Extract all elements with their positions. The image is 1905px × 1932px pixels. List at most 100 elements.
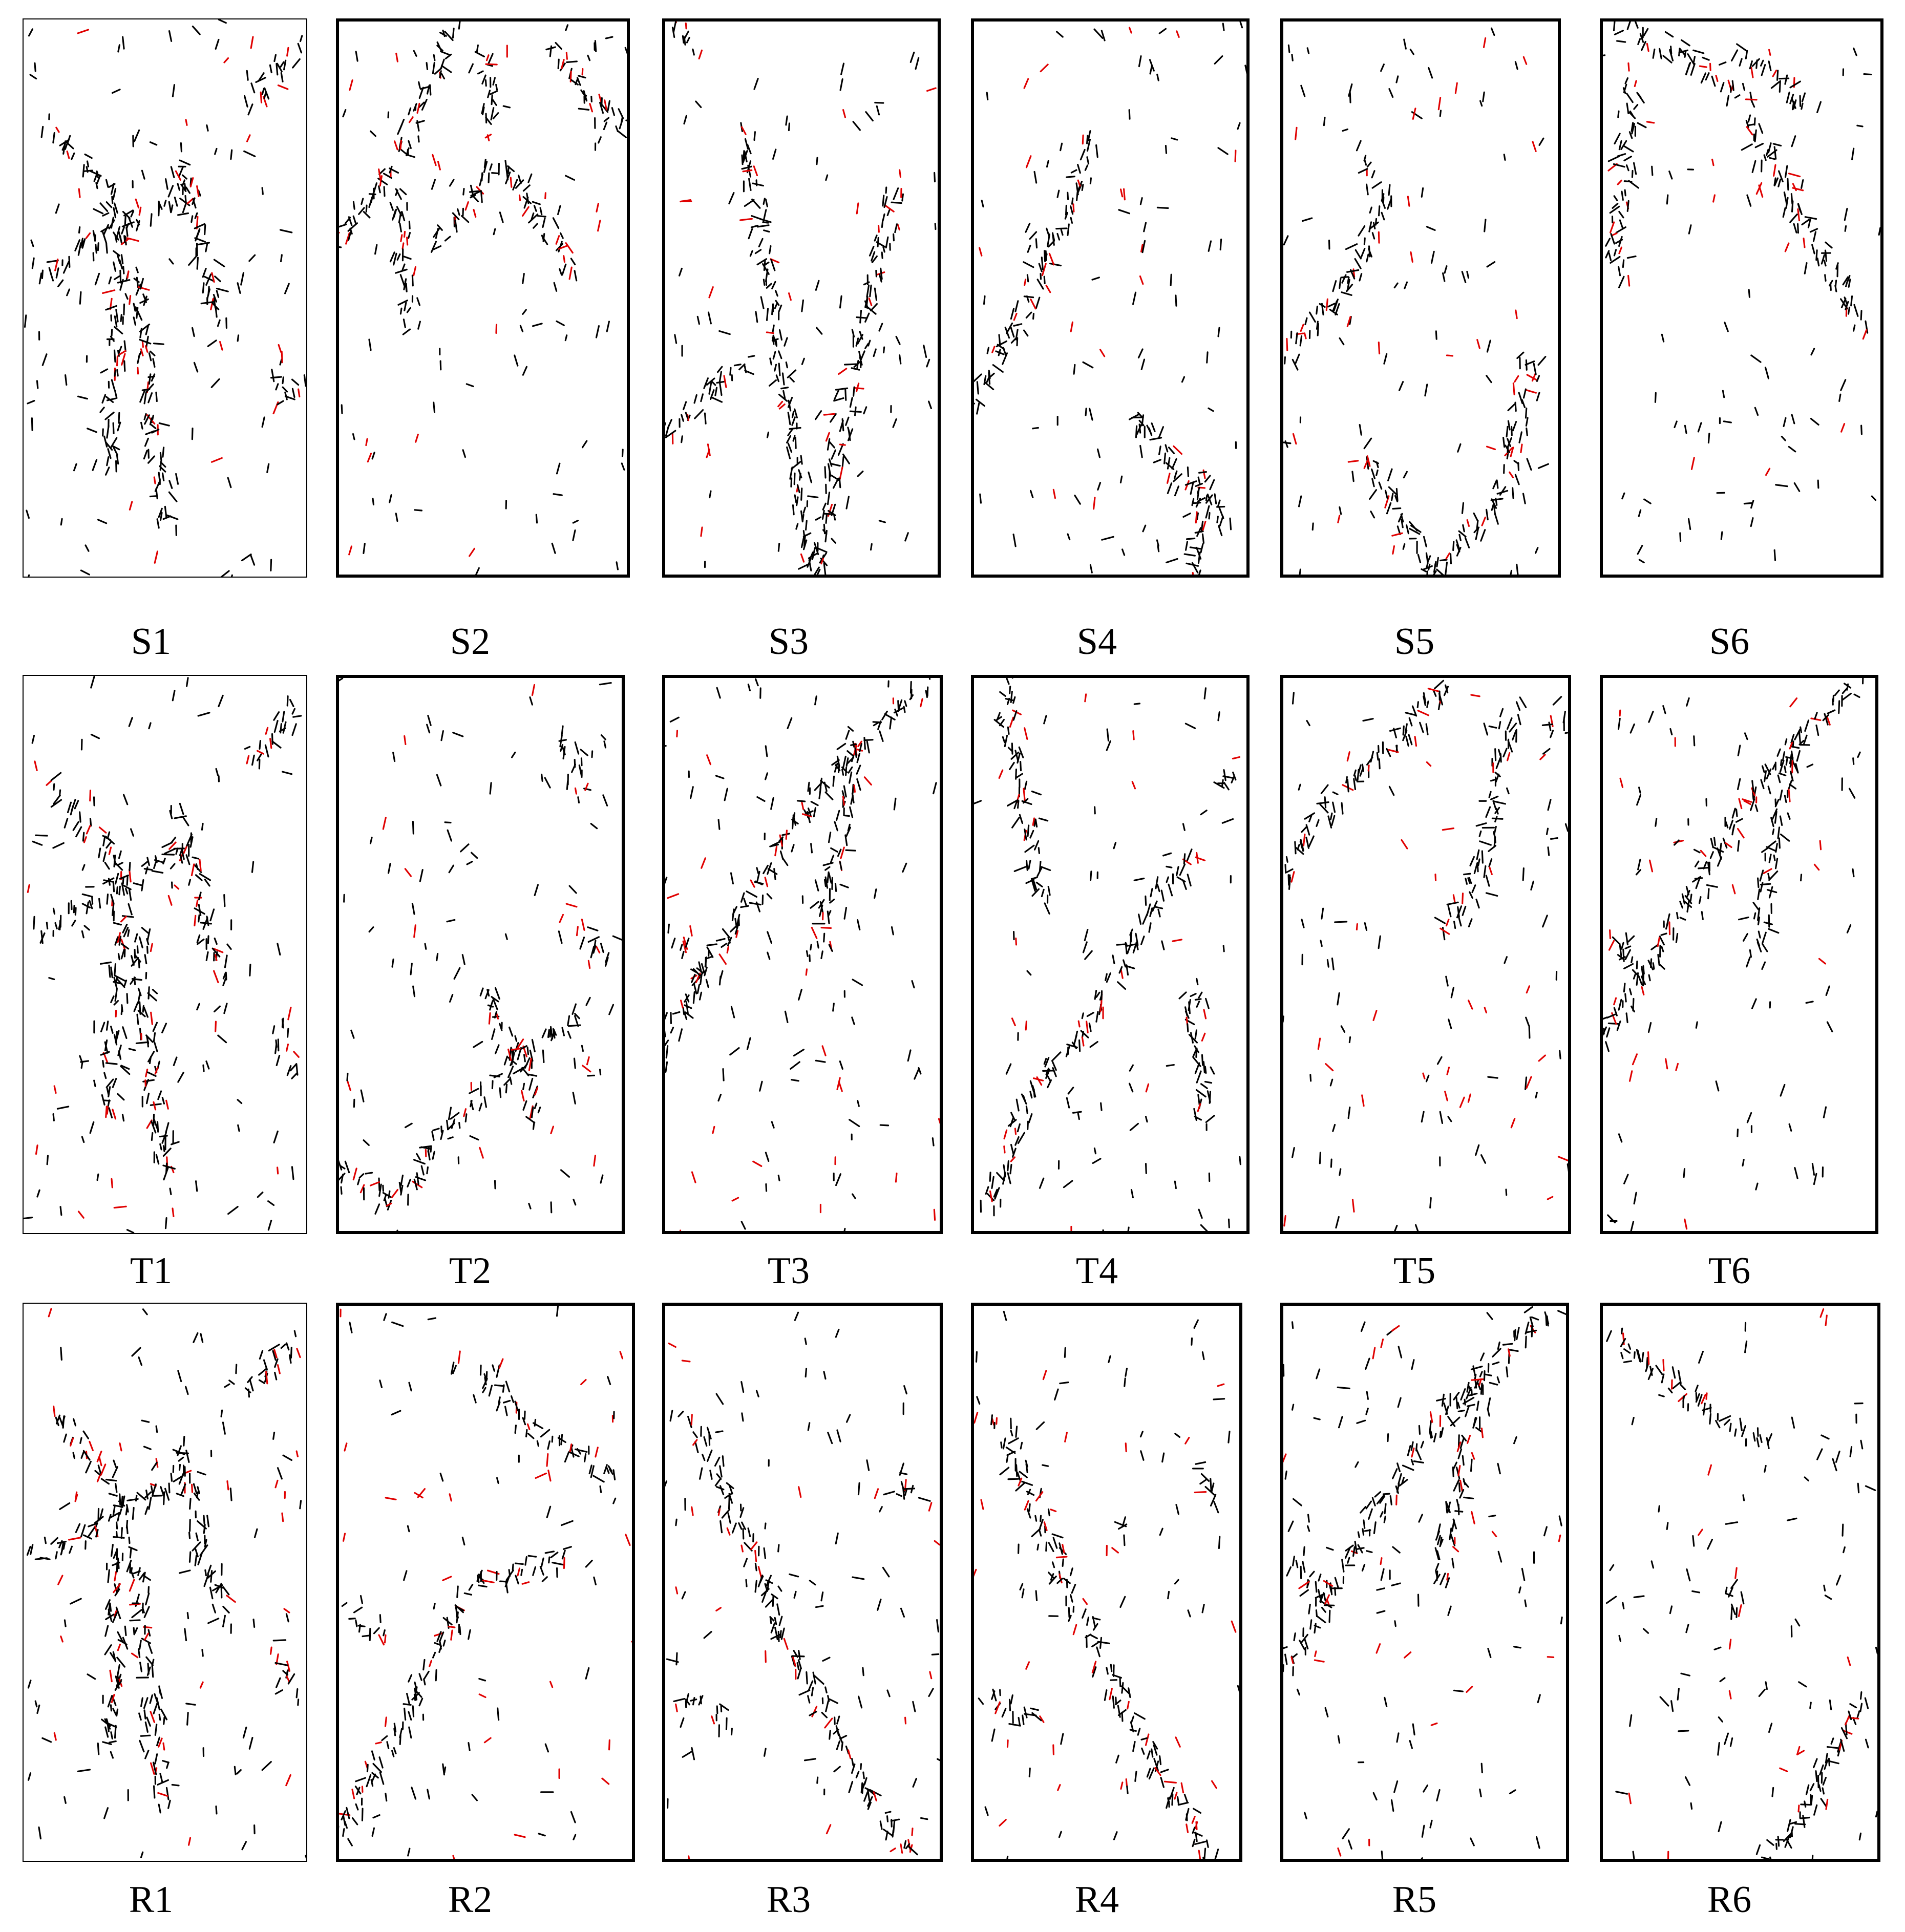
trace-segment: [163, 1167, 169, 1181]
trace-segment: [682, 1750, 693, 1758]
trace-segment: [748, 355, 755, 358]
panel-label: S3: [768, 621, 809, 663]
trace-segment: [202, 268, 207, 278]
trace-segment: [230, 149, 233, 160]
trace-segment: [96, 174, 101, 184]
trace-segment: [769, 245, 772, 254]
trace-segment: [144, 345, 149, 353]
trace-segment: [46, 260, 59, 263]
trace-segment: [798, 563, 810, 570]
trace-segment: [1772, 69, 1777, 77]
trace-segment: [109, 1669, 113, 1683]
trace-segment: [505, 169, 509, 181]
trace-segment: [1351, 1199, 1355, 1213]
trace-segment: [1200, 1083, 1208, 1089]
trace-segment: [590, 823, 598, 830]
trace-segment: [112, 1109, 117, 1120]
trace-segment: [520, 1568, 523, 1576]
trace-segment: [777, 1544, 780, 1553]
trace-segment: [143, 392, 147, 405]
trace-segment: [1071, 1042, 1077, 1049]
trace-segment: [197, 1471, 206, 1476]
trace-segment: [1314, 1623, 1317, 1634]
trace-segment: [485, 63, 498, 66]
trace-segment: [176, 1493, 184, 1497]
trace-segment: [1111, 1547, 1119, 1554]
trace-segment: [422, 1659, 426, 1671]
trace-segment: [567, 1024, 581, 1027]
trace-segment: [1178, 991, 1187, 1000]
trace-segment: [284, 395, 295, 400]
trace-segment: [541, 1028, 547, 1038]
trace-segment: [1773, 854, 1776, 861]
trace-segment: [34, 1557, 48, 1560]
trace-segment: [1863, 73, 1872, 76]
trace-segment: [1364, 159, 1367, 166]
trace-segment: [1685, 886, 1689, 896]
trace-segment: [113, 445, 120, 451]
trace-segment: [196, 1003, 200, 1011]
trace-segment: [847, 428, 854, 441]
trace-segment: [1712, 194, 1716, 203]
trace-segment: [503, 1078, 511, 1086]
trace-segment: [193, 362, 199, 373]
trace-segment: [1132, 1740, 1136, 1752]
trace-plot: [339, 22, 627, 575]
trace-segment: [1468, 1000, 1473, 1010]
trace-segment: [681, 435, 683, 443]
trace-segment: [1237, 1685, 1239, 1694]
trace-segment: [1788, 789, 1791, 802]
trace-segment: [1846, 924, 1852, 933]
trace-segment: [1010, 1112, 1015, 1120]
trace-segment: [886, 1689, 891, 1697]
trace-segment: [1475, 1144, 1480, 1156]
trace-segment: [261, 88, 265, 95]
trace-segment: [130, 1567, 133, 1574]
trace-segment: [1106, 1667, 1109, 1675]
trace-segment: [161, 1132, 167, 1144]
trace-segment: [600, 734, 606, 740]
trace-segment: [1006, 1739, 1009, 1748]
trace-segment: [1065, 204, 1067, 216]
trace-segment: [1638, 559, 1645, 564]
trace-segment: [394, 140, 398, 151]
trace-segment: [30, 1544, 34, 1555]
trace-segment: [544, 192, 546, 200]
trace-segment: [410, 963, 413, 975]
trace-segment: [717, 819, 721, 830]
trace-segment: [740, 1544, 744, 1553]
trace-segment: [110, 1751, 114, 1759]
trace-segment: [849, 1119, 860, 1128]
trace-segment: [1659, 936, 1665, 946]
trace-segment: [349, 79, 353, 91]
trace-segment: [1455, 539, 1460, 550]
trace-segment: [440, 1130, 444, 1140]
trace-segment: [1006, 1451, 1016, 1456]
trace-segment: [120, 1527, 123, 1539]
trace-segment: [1033, 171, 1038, 184]
trace-segment: [550, 1552, 559, 1559]
trace-segment: [1063, 1180, 1073, 1188]
trace-segment: [1770, 81, 1780, 89]
trace-segment: [592, 1475, 605, 1483]
trace-segment: [1097, 1641, 1110, 1645]
trace-segment: [1186, 562, 1199, 567]
trace-segment: [1642, 965, 1645, 975]
trace-segment: [904, 1716, 907, 1725]
trace-segment: [568, 885, 577, 894]
trace-segment: [836, 1715, 840, 1725]
trace-segment: [1417, 710, 1430, 716]
trace-segment: [523, 1410, 526, 1420]
trace-segment: [611, 107, 615, 116]
trace-segment: [550, 1126, 554, 1135]
trace-segment: [900, 1843, 903, 1854]
trace-segment: [896, 1493, 903, 1497]
trace-segment: [1081, 1031, 1085, 1038]
trace-segment: [1371, 478, 1375, 487]
trace-segment: [134, 933, 138, 943]
trace-segment: [80, 1451, 84, 1459]
trace-segment: [432, 245, 442, 250]
trace-segment: [1482, 91, 1485, 102]
trace-segment: [64, 1619, 67, 1627]
trace-segment: [1425, 552, 1429, 563]
